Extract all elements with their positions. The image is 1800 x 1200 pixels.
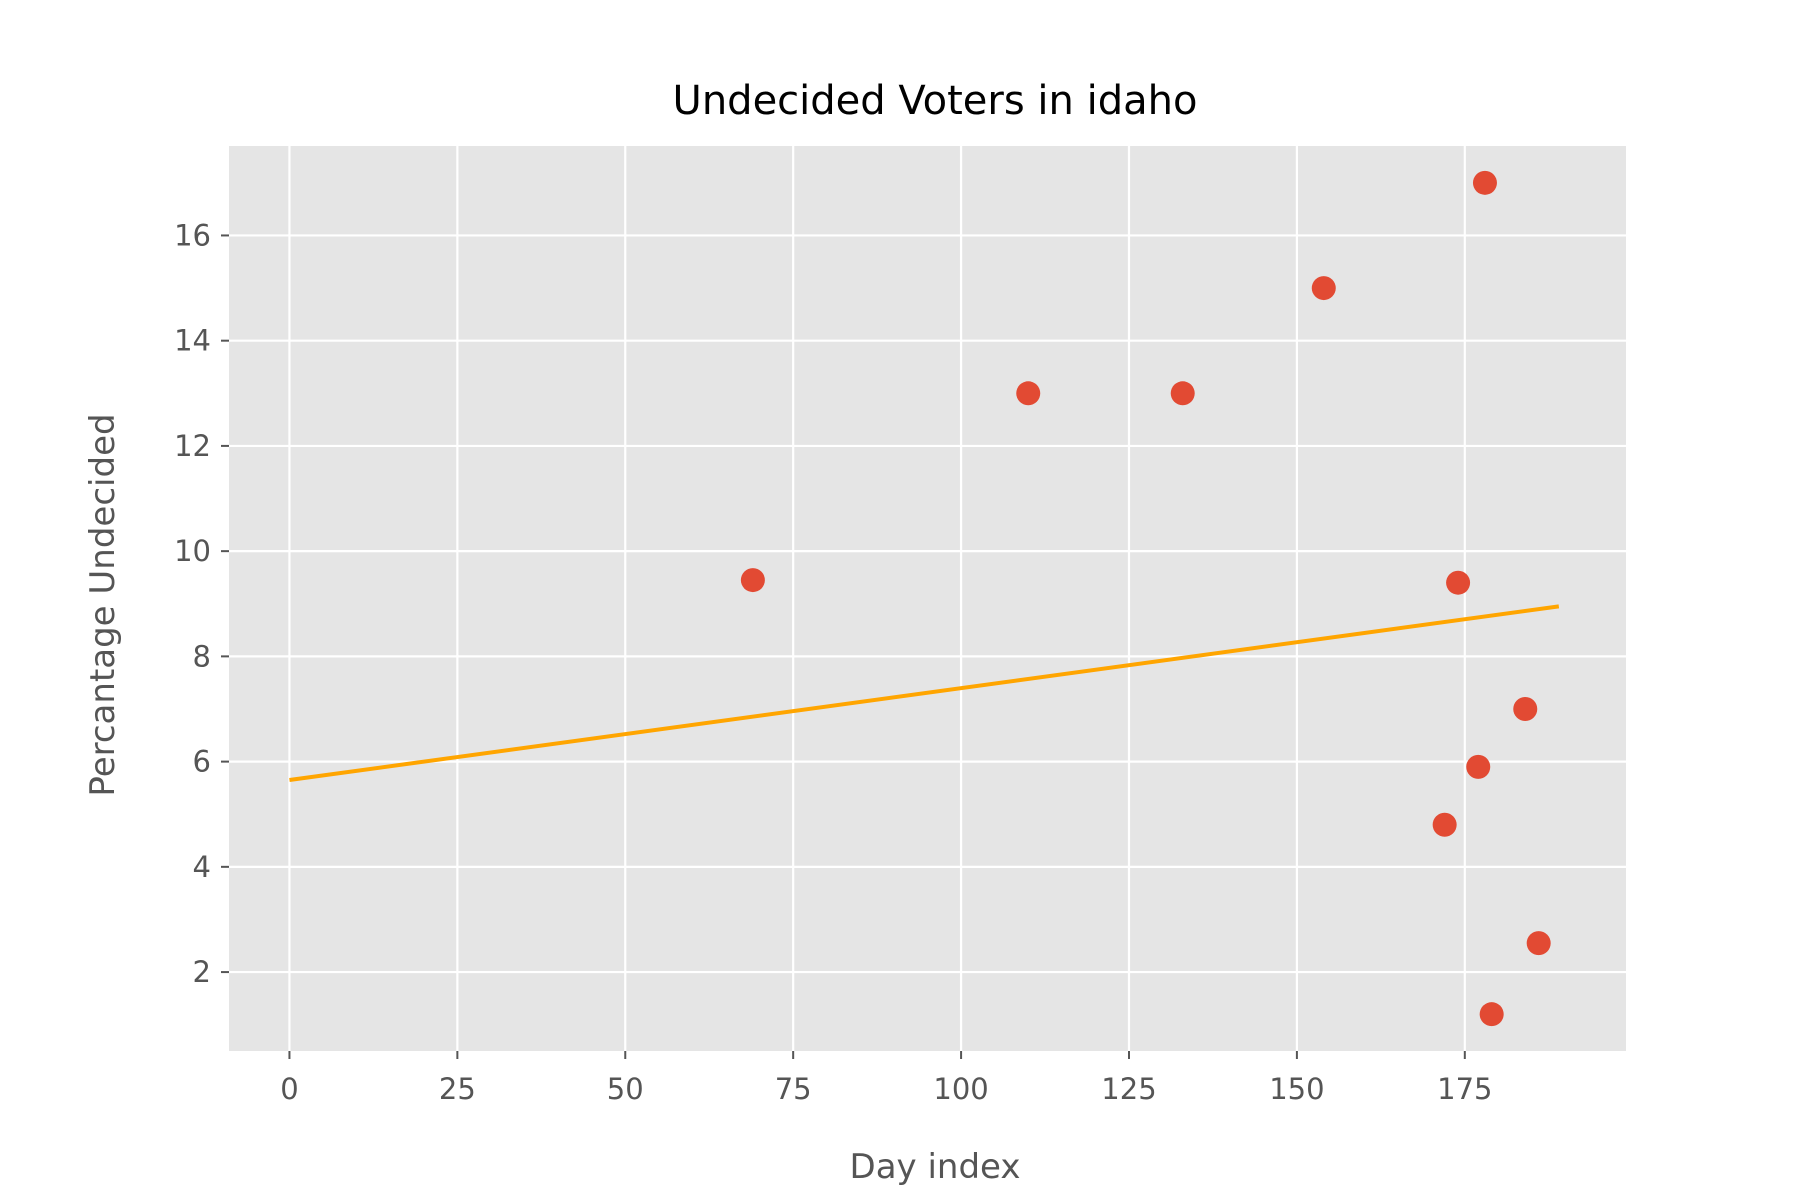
x-tick-label: 175 xyxy=(1437,1072,1492,1106)
chart-title: Undecided Voters in idaho xyxy=(673,78,1198,124)
axes: 0 25 50 75 100 125 150 175 2 4 6 8 10 12 14 16 xyxy=(174,218,1492,1106)
data-point xyxy=(1479,1002,1504,1027)
x-tick-label: 75 xyxy=(775,1072,812,1106)
data-point xyxy=(1446,570,1471,595)
y-tick-label: 4 xyxy=(193,850,211,884)
data-point xyxy=(740,568,765,593)
plot-area xyxy=(229,146,1626,1051)
data-point xyxy=(1513,696,1538,721)
data-point xyxy=(1170,381,1195,406)
data-point xyxy=(1016,381,1041,406)
data-points xyxy=(740,170,1551,1027)
y-tick-label: 2 xyxy=(193,955,211,989)
x-tick-label: 125 xyxy=(1101,1072,1156,1106)
y-axis-label: Percantage Undecided xyxy=(83,413,123,796)
data-point xyxy=(1432,812,1457,837)
x-tick-label: 0 xyxy=(280,1072,298,1106)
y-tick-label: 16 xyxy=(174,218,211,252)
data-point xyxy=(1472,170,1497,195)
trend-line xyxy=(289,604,1560,783)
y-tick-label: 14 xyxy=(174,324,211,358)
data-point xyxy=(1526,931,1551,956)
grid xyxy=(229,146,1626,1051)
y-tick-label: 12 xyxy=(174,429,211,463)
y-tick-label: 8 xyxy=(193,639,211,673)
data-point xyxy=(1311,276,1336,301)
x-tick-label: 100 xyxy=(933,1072,988,1106)
x-axis-label: Day index xyxy=(850,1147,1021,1187)
y-tick-label: 10 xyxy=(174,534,211,568)
trend-line-layer xyxy=(289,604,1560,783)
x-tick-label: 50 xyxy=(607,1072,644,1106)
data-point xyxy=(1466,754,1491,779)
x-tick-label: 150 xyxy=(1269,1072,1324,1106)
y-tick-label: 6 xyxy=(193,745,211,779)
x-tick-label: 25 xyxy=(439,1072,476,1106)
